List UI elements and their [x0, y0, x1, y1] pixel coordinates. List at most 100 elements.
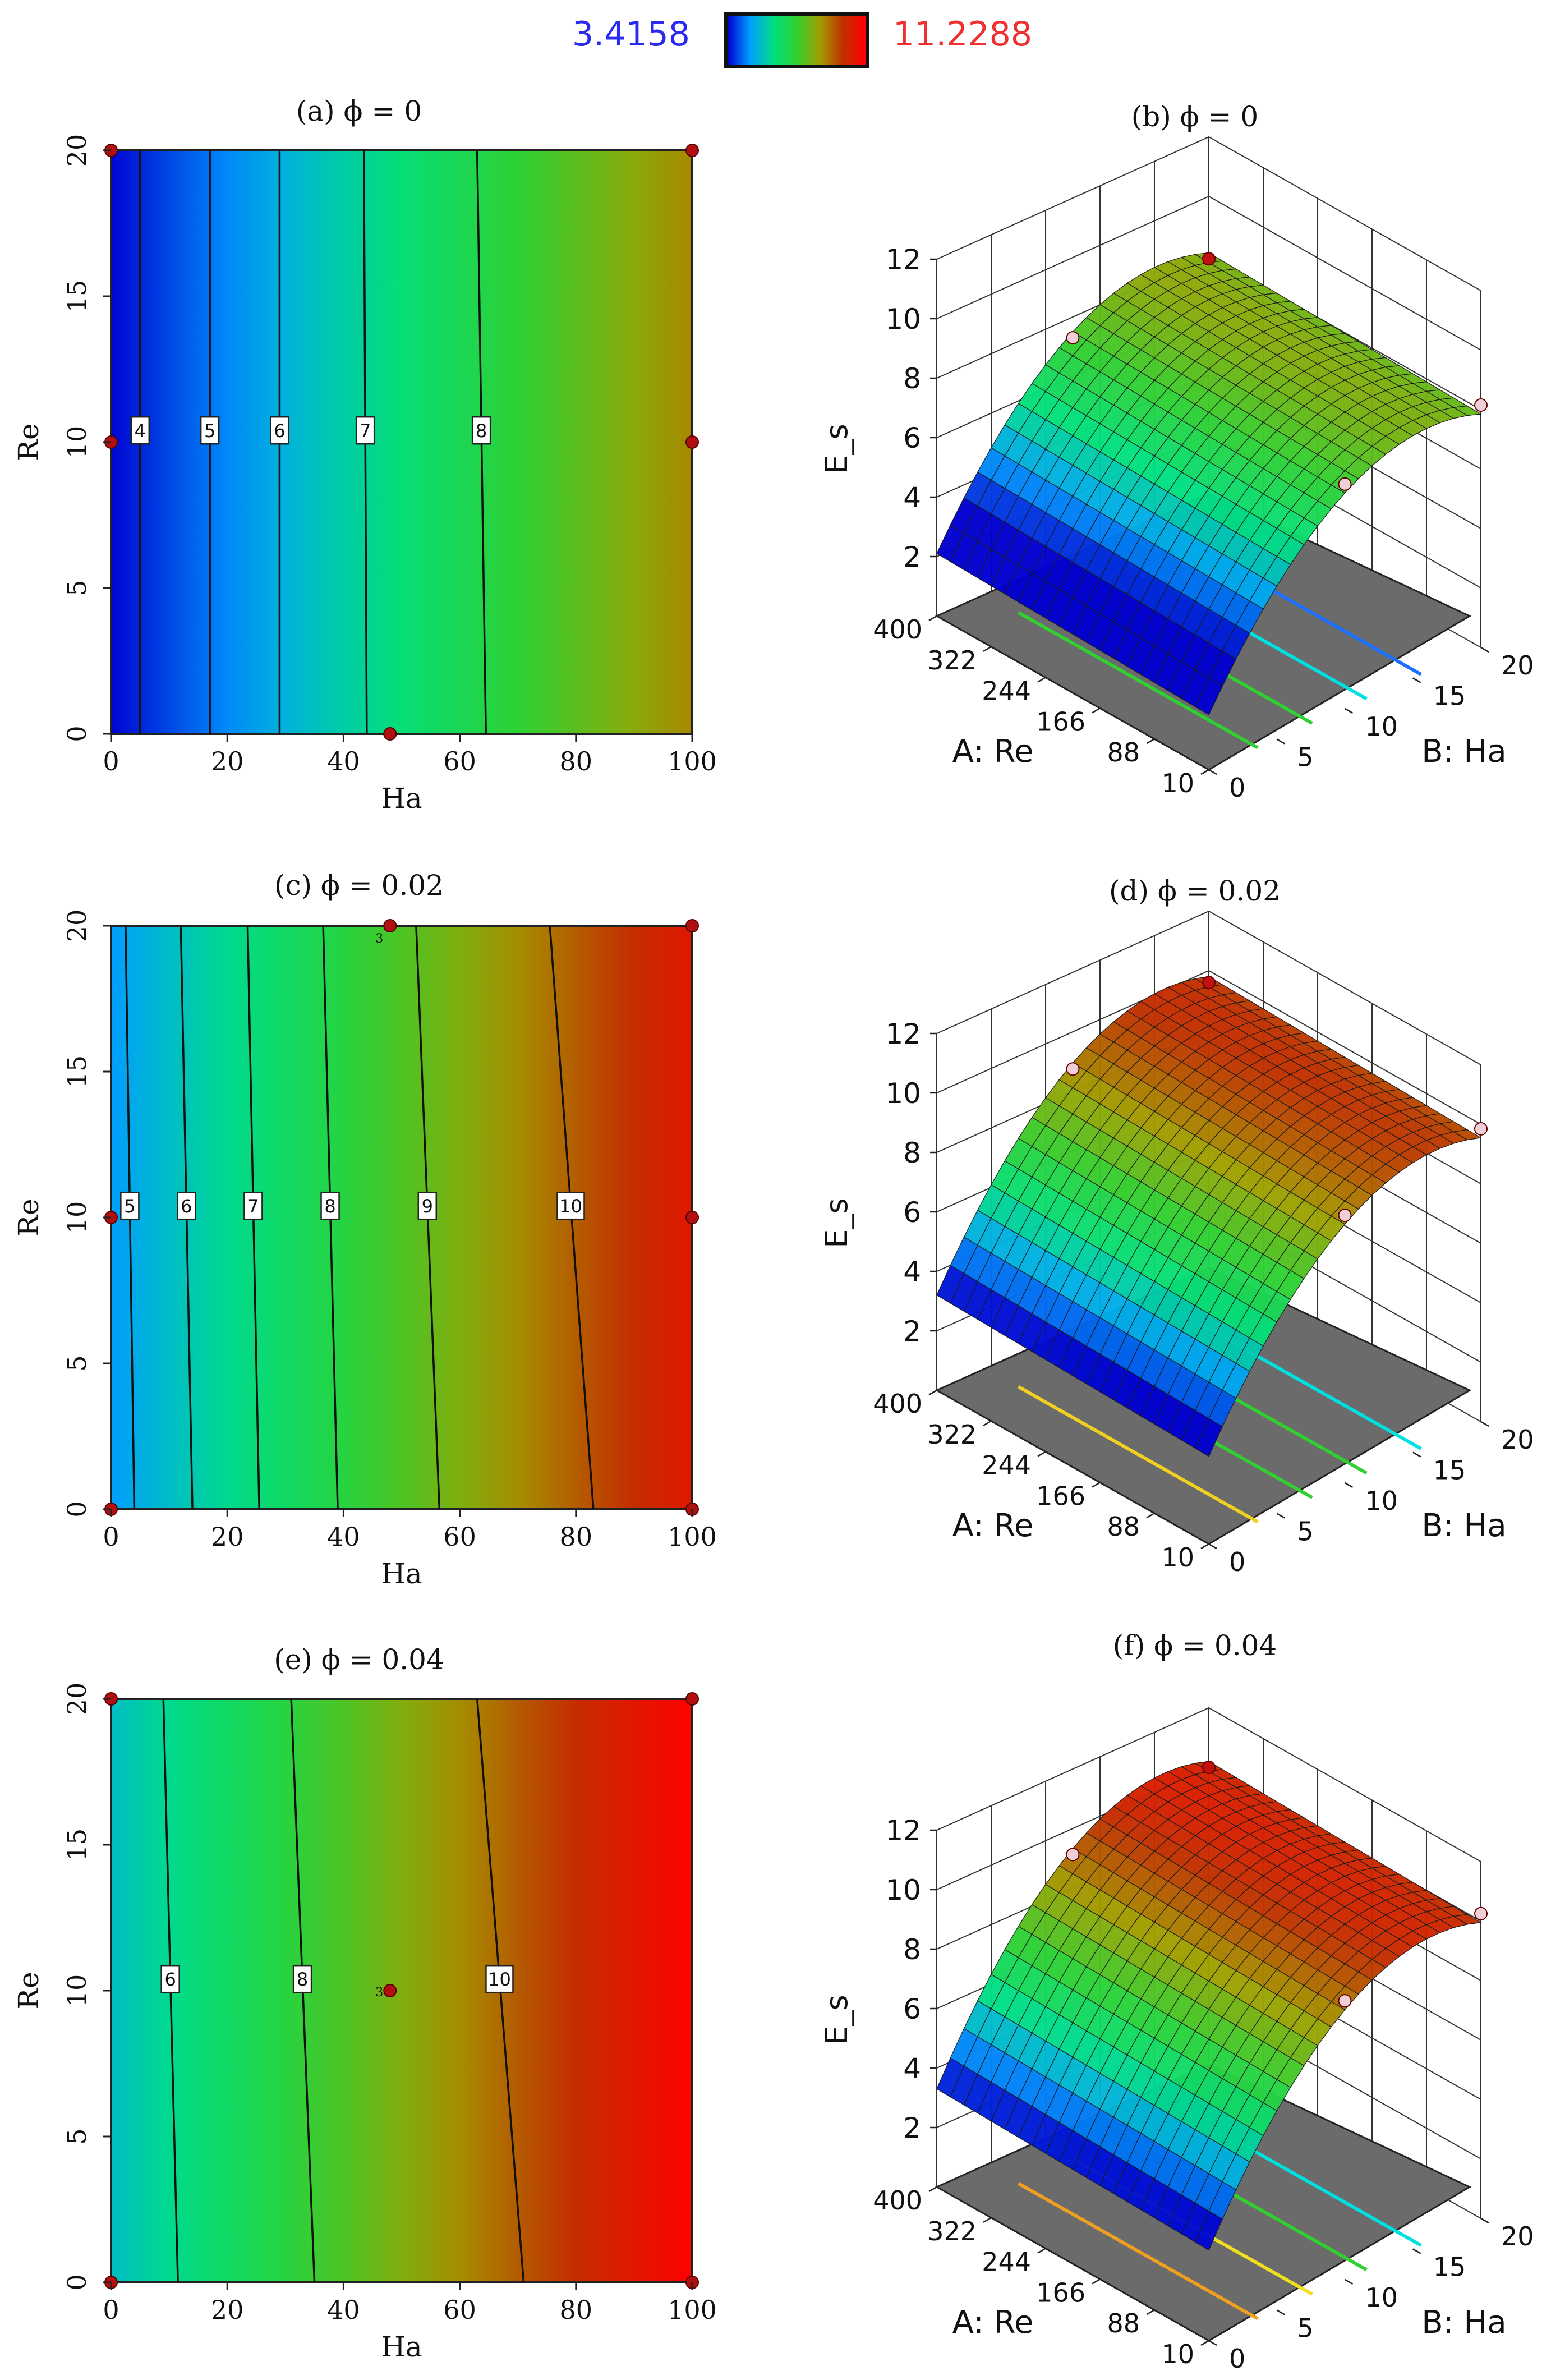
re-tick-label: 166 — [1036, 2277, 1085, 2308]
contour-label-box — [270, 416, 289, 445]
ha-tick-label: 15 — [1433, 2252, 1466, 2282]
re-tick — [1200, 1543, 1209, 1550]
re-tick-label: 88 — [1107, 1511, 1140, 1542]
design-point — [1474, 398, 1488, 412]
z-tick-label: 6 — [903, 1196, 921, 1229]
design-point — [1338, 1994, 1352, 2008]
z-tick-label: 4 — [903, 481, 921, 514]
z-tick-label: 12 — [885, 243, 921, 276]
re-tick-label: 10 — [1161, 768, 1194, 798]
z-axis-label: E_s — [819, 424, 854, 474]
ha-tick — [1276, 1513, 1285, 1519]
ha-tick-label: 10 — [1365, 1486, 1398, 1516]
contour-label: 8 — [297, 1969, 308, 1990]
design-point — [1474, 1906, 1488, 1920]
contour-area — [110, 1698, 693, 2283]
re-tick — [928, 615, 937, 622]
re-tick-label: 400 — [873, 2185, 922, 2216]
z-tick-label: 2 — [903, 541, 921, 573]
ha-axis-label: B: Ha — [1421, 733, 1507, 770]
ha-tick-label: 10 — [1365, 711, 1398, 742]
wall-grid-line — [936, 970, 1481, 1125]
ha-tick-label: 20 — [1501, 1425, 1534, 1455]
x-tick-label: 100 — [668, 746, 717, 777]
floor-contour — [1018, 1385, 1259, 1524]
x-tick-label: 40 — [327, 2295, 360, 2325]
ha-tick — [1480, 646, 1489, 653]
ha-tick-label: 0 — [1229, 773, 1245, 803]
panel-title: (a) ϕ = 0 — [296, 95, 422, 127]
re-tick — [1200, 769, 1209, 775]
design-point-note: 3 — [375, 1986, 383, 2000]
re-tick — [1092, 707, 1101, 714]
contour-label: 7 — [247, 1196, 259, 1217]
x-tick-label: 60 — [443, 1522, 476, 1552]
design-point — [383, 727, 397, 741]
contour-label-box — [485, 1964, 514, 1993]
contour-label: 9 — [422, 1196, 433, 1217]
contour-plot-3: 6 8 10 3 0 20 40 60 80 100 0 5 10 15 20 Ha Re (e) ϕ = 0.0… — [12, 1643, 717, 2363]
re-axis-label: A: Re — [952, 2304, 1034, 2341]
re-tick-label: 400 — [873, 614, 922, 645]
y-tick-label: 10 — [62, 1201, 92, 1234]
contour-label-box — [355, 416, 375, 445]
z-axis-label: E_s — [819, 1995, 854, 2044]
re-tick — [1146, 738, 1155, 745]
y-axis-label: Re — [12, 1972, 45, 2009]
re-tick-label: 244 — [982, 676, 1031, 706]
re-tick-label: 166 — [1036, 1481, 1085, 1511]
re-tick-label: 322 — [927, 1419, 977, 1450]
ha-tick — [1480, 2217, 1489, 2224]
design-point — [1202, 1761, 1216, 1774]
contour-label-box — [130, 416, 150, 445]
x-tick-label: 80 — [560, 2295, 593, 2325]
x-tick-label: 80 — [560, 1522, 593, 1552]
panel-title: (e) ϕ = 0.04 — [274, 1643, 444, 1676]
y-tick-label: 20 — [62, 909, 92, 943]
ha-tick — [1412, 1451, 1421, 1458]
y-axis-label: Re — [12, 1198, 45, 1236]
z-tick-label: 12 — [885, 1018, 921, 1050]
re-tick — [983, 1420, 992, 1426]
z-tick-label: 8 — [903, 1137, 921, 1169]
ha-tick — [1276, 2309, 1285, 2315]
re-tick-label: 322 — [927, 645, 977, 676]
y-tick-label: 15 — [62, 280, 92, 313]
ha-tick-label: 20 — [1501, 2221, 1534, 2252]
design-point — [685, 435, 699, 449]
contour-label-box — [417, 1191, 438, 1220]
colorbar-gradient — [724, 12, 869, 68]
re-tick-label: 244 — [982, 1450, 1031, 1481]
panel-title: (d) ϕ = 0.02 — [1109, 875, 1281, 907]
contour-label-box — [177, 1191, 196, 1220]
z-tick-label: 4 — [903, 1256, 921, 1288]
contour-label-box — [320, 1191, 340, 1220]
re-tick-label: 10 — [1161, 2339, 1194, 2369]
contour-label: 5 — [204, 420, 215, 442]
x-tick-label: 20 — [211, 746, 244, 777]
wall-grid-line — [936, 910, 1481, 1065]
floor-contour — [1018, 2182, 1259, 2321]
design-point — [1066, 331, 1080, 345]
contour-label: 10 — [559, 1196, 582, 1217]
ha-tick — [1344, 707, 1354, 714]
z-tick-label: 2 — [903, 2112, 921, 2144]
z-tick-label: 6 — [903, 1993, 921, 2025]
z-tick-label: 4 — [903, 2052, 921, 2085]
z-tick-label: 12 — [885, 1814, 921, 1847]
ha-tick-label: 10 — [1365, 2282, 1398, 2313]
y-tick-label: 20 — [62, 1683, 92, 1716]
ha-tick-label: 0 — [1229, 1547, 1245, 1577]
x-axis-label: Ha — [381, 782, 422, 815]
surface-cell — [1452, 1914, 1482, 1925]
re-tick — [1146, 2309, 1155, 2315]
design-point — [1338, 477, 1352, 491]
surface-cell — [1452, 1129, 1482, 1141]
ha-tick-label: 15 — [1433, 1455, 1466, 1486]
ha-tick — [1208, 2340, 1217, 2346]
contour-label: 10 — [488, 1969, 511, 1990]
y-tick-label: 5 — [62, 1355, 92, 1371]
